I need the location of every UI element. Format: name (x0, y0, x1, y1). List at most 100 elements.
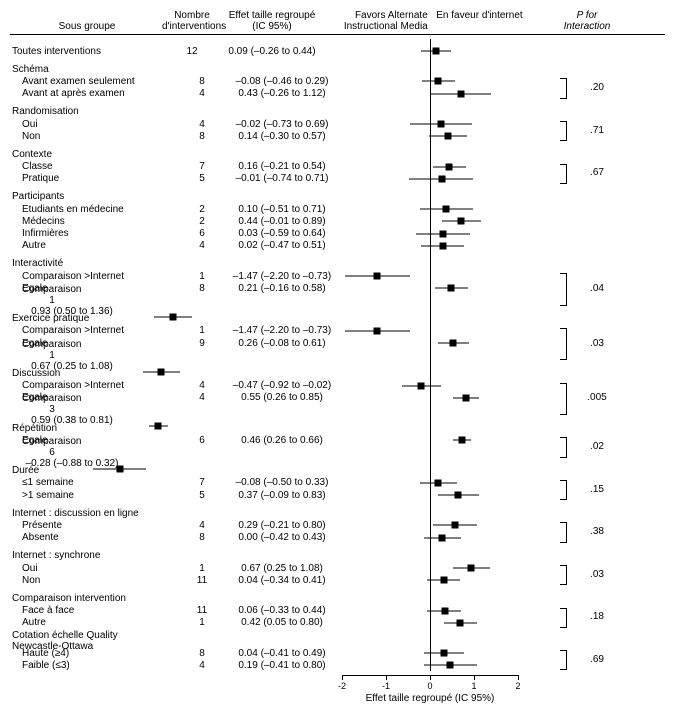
header-effect: Effet taille regroupé (IC 95%) (222, 10, 322, 32)
row-effect: 0.04 (–0.34 to 0.41) (232, 575, 332, 586)
table-row: Pratique5–0.01 (–0.74 to 0.71) (10, 173, 552, 185)
row-effect: 0.04 (–0.41 to 0.49) (232, 648, 332, 659)
header-group: Sous groupe (10, 21, 162, 32)
point-estimate (468, 565, 475, 572)
table-row: Oui4–0.02 (–0.73 to 0.69) (10, 118, 552, 130)
row-effect: 0.46 (0.26 to 0.66) (232, 435, 332, 446)
table-row: Autre40.02 (–0.47 to 0.51) (10, 240, 552, 252)
axis-tick-label: 1 (471, 681, 476, 691)
row-n: 8 (172, 283, 232, 294)
row-effect: 0.37 (–0.09 to 0.83) (232, 490, 332, 501)
row-effect: 0.09 (–0.26 to 0.44) (222, 46, 322, 57)
row-n: 4 (172, 88, 232, 99)
row-effect: –0.08 (–0.50 to 0.33) (232, 477, 332, 488)
p-value: .69 (590, 654, 604, 665)
row-effect: 0.67 (0.25 to 1.08) (232, 563, 332, 574)
row-n: 6 (172, 228, 232, 239)
point-estimate (438, 175, 445, 182)
table-row: Avant examen seulement8–0.08 (–0.46 to 0… (10, 75, 552, 87)
row-n: 7 (172, 161, 232, 172)
row-label: Non (10, 131, 172, 142)
row-effect: 0.44 (–0.01 to 0.89) (232, 216, 332, 227)
point-estimate (158, 368, 165, 375)
row-n: 8 (172, 532, 232, 543)
row-label: Etudiants en médecine (10, 204, 172, 215)
point-estimate (116, 466, 123, 473)
table-row: Faible (≤3)40.19 (–0.41 to 0.80) (10, 659, 552, 671)
point-estimate (441, 607, 448, 614)
bracket-icon (560, 480, 567, 500)
row-effect: –1.47 (–2.20 to –0.73) (232, 271, 332, 282)
row-effect: 0.55 (0.26 to 0.85) (232, 392, 332, 403)
table-row: Etudiants en médecine20.10 (–0.51 to 0.7… (10, 203, 552, 215)
p-value: .67 (590, 167, 604, 178)
row-label: Médecins (10, 216, 172, 227)
table-row: Oui10.67 (0.25 to 1.08) (10, 562, 552, 574)
bracket-icon (560, 650, 567, 670)
point-estimate (451, 522, 458, 529)
table-row: Infirmières60.03 (–0.59 to 0.64) (10, 227, 552, 239)
row-effect: 0.19 (–0.41 to 0.80) (232, 660, 332, 671)
row-n: 6 (22, 447, 82, 458)
bracket-icon (560, 78, 567, 98)
row-label: Oui (10, 119, 172, 130)
point-estimate (435, 78, 442, 85)
row-label: Comparaison >Internet (10, 325, 172, 336)
table-row: Face à face110.06 (–0.33 to 0.44) (10, 605, 552, 617)
table-row: >1 semaine50.37 (–0.09 to 0.83) (10, 489, 552, 501)
bracket-icon (560, 328, 567, 361)
group-label: Participants (10, 191, 162, 202)
row-effect: 0.26 (–0.08 to 0.61) (232, 338, 332, 349)
row-n: 12 (162, 46, 222, 57)
row-effect: 0.14 (–0.30 to 0.57) (232, 131, 332, 142)
row-n: 4 (172, 520, 232, 531)
point-estimate (448, 285, 455, 292)
axis-tick-label: 2 (515, 681, 520, 691)
table-row: Comparaison 10.93 (0.50 to 1.36) (10, 294, 552, 306)
point-estimate (432, 48, 439, 55)
row-label: Toutes interventions (10, 46, 162, 57)
row-n: 8 (172, 648, 232, 659)
row-effect: 0.02 (–0.47 to 0.51) (232, 240, 332, 251)
bracket-icon (560, 273, 567, 306)
bracket-icon (560, 121, 567, 141)
table-row: Absente80.00 (–0.42 to 0.43) (10, 532, 552, 544)
point-estimate (459, 437, 466, 444)
row-n: 2 (172, 204, 232, 215)
table-row: Comparaison 10.67 (0.25 to 1.08) (10, 349, 552, 361)
p-value: .02 (590, 441, 604, 452)
row-n: 11 (172, 605, 232, 616)
row-n: 11 (172, 575, 232, 586)
row-label: Faible (≤3) (10, 660, 172, 671)
p-value: .38 (590, 526, 604, 537)
p-value: .18 (590, 611, 604, 622)
plot-zero-line (430, 39, 431, 671)
header-p: P for Interaction (562, 10, 612, 32)
point-estimate (440, 577, 447, 584)
row-n: 5 (172, 490, 232, 501)
row-n: 2 (172, 216, 232, 227)
p-value: .005 (587, 392, 606, 403)
group-label: Randomisation (10, 106, 162, 117)
p-value: .03 (590, 569, 604, 580)
p-value: .20 (590, 82, 604, 93)
row-n: 4 (172, 392, 232, 403)
row-effect: 0.06 (–0.33 to 0.44) (232, 605, 332, 616)
point-estimate (463, 394, 470, 401)
p-value: .03 (590, 338, 604, 349)
row-effect: 0.16 (–0.21 to 0.54) (232, 161, 332, 172)
point-estimate (450, 340, 457, 347)
point-estimate (374, 273, 381, 280)
bracket-icon (560, 164, 567, 184)
point-estimate (445, 133, 452, 140)
table-row: Médecins20.44 (–0.01 to 0.89) (10, 215, 552, 227)
row-effect: –0.47 (–0.92 to –0.02) (232, 380, 332, 391)
row-effect: 0.00 (–0.42 to 0.43) (232, 532, 332, 543)
group-label: Internet : discussion en ligne (10, 508, 162, 519)
row-effect: 0.21 (–0.16 to 0.58) (232, 283, 332, 294)
row-label: Oui (10, 563, 172, 574)
point-estimate (447, 662, 454, 669)
row-n: 1 (172, 325, 232, 336)
row-label: Autre (10, 617, 172, 628)
table-row: Comparaison 6–0.28 (–0.88 to 0.32) (10, 446, 552, 458)
